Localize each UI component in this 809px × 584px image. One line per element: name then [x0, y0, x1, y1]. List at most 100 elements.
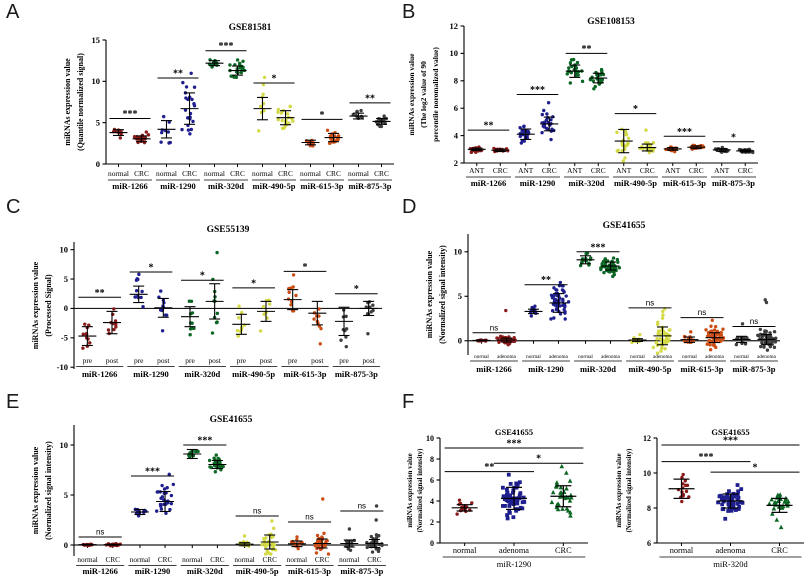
group-label: post: [311, 356, 324, 365]
group-label: normal: [348, 169, 369, 178]
y-tick-label: 4: [430, 497, 434, 506]
group-label: CRC: [493, 166, 508, 175]
panel-E: E 0 5 10 GSE41655 miRNAs expression value (No…: [0, 390, 400, 584]
significance-miR-1266: ns: [78, 528, 122, 538]
significance-miR-320d: ***: [205, 41, 247, 52]
group-label: CRC: [278, 169, 293, 178]
errorbar-C-post: [205, 283, 224, 320]
y-tick-label: -5: [61, 333, 68, 343]
x-axis-label: miR-1290: [497, 559, 531, 569]
sig-label-ns: ns: [750, 317, 758, 326]
category-label: miR-1290: [135, 566, 170, 576]
errorbar-A-normal: [253, 96, 272, 121]
group-label: normal: [204, 169, 225, 178]
group-label: normal: [670, 546, 694, 555]
errorbar-D-adenoma: [549, 293, 568, 313]
points-A-normal: [159, 114, 172, 145]
y-axis-label-line: miRNAs expression value: [31, 446, 40, 534]
errorbar-E-CRC: [103, 543, 122, 546]
chart-area-gse41655-crc: 0 5 10 GSE41655 miRNAs expression value (Norm…: [0, 390, 400, 584]
group-label: pre: [237, 356, 247, 365]
significance-miR-615-3p: ***: [663, 127, 706, 138]
y-tick-label: 8: [454, 76, 458, 86]
y-axis-label-line: (Normalized signal intensity): [417, 449, 424, 533]
group-label: adenoma: [601, 354, 620, 360]
panel-letter-F: F: [402, 391, 415, 413]
y-axis-label-line: percentile noromalized value): [431, 47, 440, 142]
sig-label-ns: ns: [490, 323, 498, 332]
category-label: miR-320d: [580, 364, 616, 374]
sig-label: **: [95, 288, 105, 299]
significance-miR-320d: *: [181, 271, 224, 282]
points-B-CRC: [588, 67, 606, 91]
significance-miR-1290: **: [157, 69, 199, 80]
significance-miR-1266: ns: [472, 323, 516, 334]
sig-label-ns: ns: [358, 502, 366, 511]
group-label: ANT: [714, 166, 730, 175]
sig-label: ***: [699, 452, 714, 463]
points-A-CRC: [180, 71, 197, 136]
category-label: miR-875-3p: [712, 178, 755, 188]
sig-label-ns: ns: [253, 507, 261, 516]
errorbar-B-ANT: [565, 64, 584, 78]
category-label: miR-875-3p: [335, 369, 378, 379]
sig-label: *: [272, 73, 277, 84]
significance-miR-615-3p: ns: [680, 308, 724, 319]
points-B-ANT: [518, 124, 531, 145]
errorbar-B-CRC: [589, 72, 608, 84]
sig-label: *: [731, 132, 736, 143]
group-label: adenoma: [497, 354, 516, 360]
points-C-post: [364, 300, 375, 336]
errorbar-E-normal: [130, 508, 149, 516]
errorbar-D-normal: [732, 335, 751, 344]
category-label: miR-615-3p: [663, 178, 706, 188]
errorbar-F2-CRC: [766, 497, 793, 513]
category-label: miR-1290: [528, 364, 563, 374]
y-tick-label: 0: [458, 336, 462, 346]
group-label: normal: [734, 354, 749, 360]
points-B-CRC: [540, 101, 556, 142]
significance-miR-875-3p: *: [335, 284, 378, 295]
errorbar-E-normal: [183, 448, 202, 460]
errorbar-D-adenoma: [653, 326, 672, 346]
errorbar-F2-adenoma: [717, 493, 744, 509]
group-label: CRC: [591, 166, 606, 175]
significance-miR-490-5p: ns: [235, 507, 279, 517]
group-label: normal: [630, 354, 645, 360]
panel-letter-E: E: [6, 391, 20, 413]
errorbar-A-normal: [109, 129, 128, 137]
significance-miR-490-5p: *: [614, 104, 657, 115]
significance-miR-1290: *: [129, 262, 173, 273]
sig-label: ***: [219, 41, 234, 52]
group-label: normal: [252, 169, 273, 178]
errorbar-D-normal: [628, 338, 647, 342]
errorbar-C-pre: [283, 289, 302, 311]
errorbar-C-pre: [78, 326, 97, 347]
group-label: normal: [130, 556, 150, 564]
chart-area-gse55139: -10 -5 0 5 10 GSE55139 miRNAs expression value…: [0, 195, 400, 390]
sig-label: **: [582, 44, 592, 55]
panel-letter-B: B: [402, 1, 416, 23]
category-label: miR-1266: [112, 181, 147, 191]
errorbar-E-normal: [287, 540, 306, 548]
y-tick-label: -10: [57, 362, 68, 372]
category-label: miR-320d: [208, 181, 244, 191]
y-axis-label-line: miRNAs expression value: [616, 453, 623, 527]
category-label: miR-875-3p: [733, 364, 776, 374]
sig-label: *: [149, 262, 154, 273]
sig-label: ***: [145, 467, 160, 478]
y-tick-label: 15: [92, 35, 101, 45]
points-C-pre: [187, 299, 196, 337]
significance-miR-490-5p: *: [253, 73, 295, 84]
group-label: ANT: [665, 166, 681, 175]
panel-letter-C: C: [6, 196, 21, 218]
errorbar-C-post: [308, 300, 327, 326]
y-axis-F2: [653, 437, 658, 544]
sig-label: *: [251, 278, 256, 289]
chart-svg-E: 0 5 10 GSE41655 miRNAs expression value (Norm…: [31, 415, 388, 576]
panel-F: F 0 2 4 6 8 10 GSE41655 miRNAs expression value…: [400, 390, 809, 584]
sig-label: *: [320, 110, 325, 121]
group-label: normal: [339, 556, 359, 564]
y-tick-label: 0: [64, 303, 68, 313]
errorbar-E-CRC: [156, 490, 175, 513]
